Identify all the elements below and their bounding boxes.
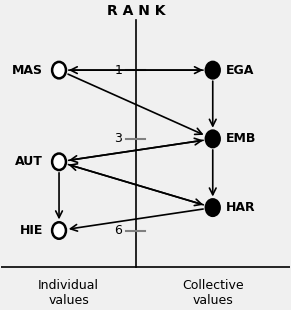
Text: Individual
values: Individual values [38, 279, 99, 307]
Text: HAR: HAR [226, 201, 256, 214]
Text: AUT: AUT [15, 155, 43, 168]
Circle shape [52, 153, 66, 170]
Text: HIE: HIE [19, 224, 43, 237]
Circle shape [52, 222, 66, 239]
Text: MAS: MAS [12, 64, 43, 77]
Text: 6: 6 [115, 224, 123, 237]
Text: Collective
values: Collective values [182, 279, 244, 307]
Text: 3: 3 [115, 132, 123, 145]
Circle shape [52, 62, 66, 78]
Text: R A N K: R A N K [107, 3, 165, 18]
Text: 1: 1 [115, 64, 123, 77]
Text: EMB: EMB [226, 132, 257, 145]
Circle shape [206, 199, 220, 216]
Text: EGA: EGA [226, 64, 255, 77]
Circle shape [206, 131, 220, 147]
Circle shape [206, 62, 220, 78]
